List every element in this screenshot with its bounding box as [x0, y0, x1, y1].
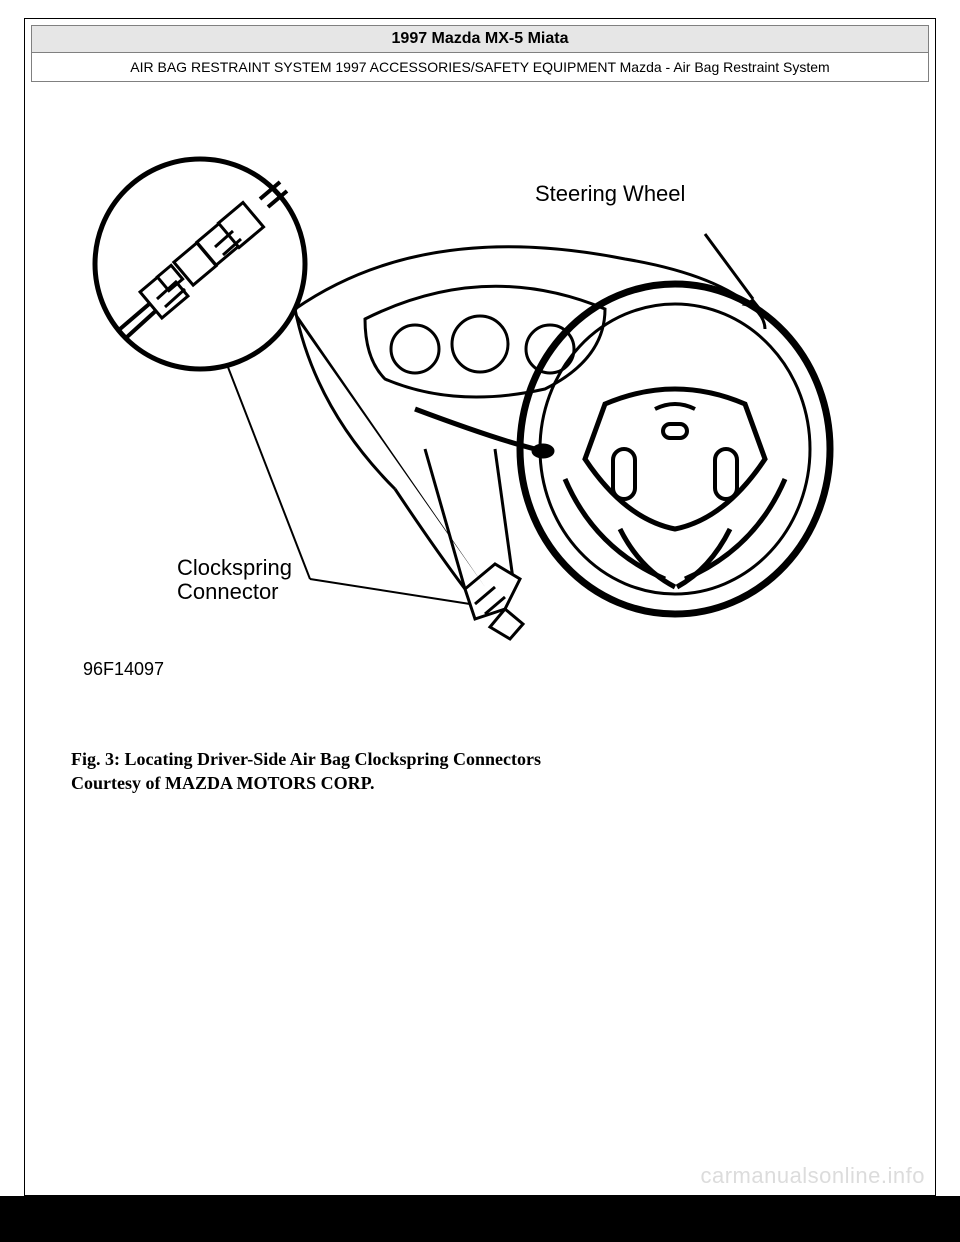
header-title: 1997 Mazda MX-5 Miata — [32, 26, 928, 53]
label-clockspring-1: Clockspring — [177, 555, 292, 581]
label-steering-wheel: Steering Wheel — [535, 181, 685, 207]
header-table: 1997 Mazda MX-5 Miata AIR BAG RESTRAINT … — [31, 25, 929, 82]
figure-caption: Fig. 3: Locating Driver-Side Air Bag Clo… — [71, 747, 541, 796]
caption-line-1: Fig. 3: Locating Driver-Side Air Bag Clo… — [71, 747, 541, 771]
bottom-black-bar — [0, 1196, 960, 1242]
diagram-svg — [65, 149, 865, 709]
figure-area: Steering Wheel Clockspring Connector — [65, 149, 865, 709]
label-clockspring-2: Connector — [177, 579, 279, 605]
figure-code: 96F14097 — [83, 659, 164, 680]
header-subtitle: AIR BAG RESTRAINT SYSTEM 1997 ACCESSORIE… — [32, 53, 928, 81]
content-frame: 1997 Mazda MX-5 Miata AIR BAG RESTRAINT … — [24, 18, 936, 1196]
caption-line-2: Courtesy of MAZDA MOTORS CORP. — [71, 771, 541, 795]
watermark-text: carmanualsonline.info — [700, 1163, 925, 1189]
page-root: 1997 Mazda MX-5 Miata AIR BAG RESTRAINT … — [0, 0, 960, 1242]
